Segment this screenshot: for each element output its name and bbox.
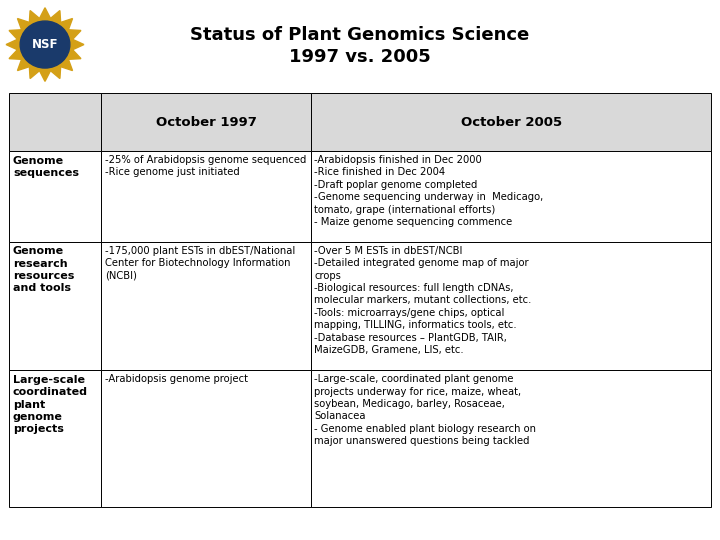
Polygon shape (60, 59, 73, 71)
Polygon shape (73, 39, 84, 50)
Polygon shape (50, 66, 60, 78)
Polygon shape (9, 50, 22, 59)
Text: -Large-scale, coordinated plant genome
projects underway for rice, maize, wheat,: -Large-scale, coordinated plant genome p… (315, 374, 536, 446)
Text: NSF: NSF (32, 38, 58, 51)
Polygon shape (6, 39, 17, 50)
Circle shape (17, 18, 73, 71)
Text: -25% of Arabidopsis genome sequenced
-Rice genome just initiated: -25% of Arabidopsis genome sequenced -Ri… (105, 155, 307, 177)
Text: Large-scale
coordinated
plant
genome
projects: Large-scale coordinated plant genome pro… (13, 375, 88, 434)
Text: -175,000 plant ESTs in dbEST/National
Center for Biotechnology Information
(NCBI: -175,000 plant ESTs in dbEST/National Ce… (105, 246, 295, 280)
Bar (102, 151, 311, 242)
Text: -Over 5 M ESTs in dbEST/NCBI
-Detailed integrated genome map of major
crops
-Bio: -Over 5 M ESTs in dbEST/NCBI -Detailed i… (315, 246, 532, 355)
Polygon shape (68, 50, 81, 59)
Polygon shape (9, 30, 22, 39)
Bar (102, 242, 311, 370)
Bar (9, 242, 102, 370)
Polygon shape (60, 18, 73, 30)
Text: 1997 vs. 2005: 1997 vs. 2005 (289, 48, 431, 66)
Text: -Arabidopsis finished in Dec 2000
-Rice finished in Dec 2004
-Draft poplar genom: -Arabidopsis finished in Dec 2000 -Rice … (315, 155, 544, 227)
Text: -Arabidopsis genome project: -Arabidopsis genome project (105, 374, 248, 384)
Polygon shape (17, 59, 30, 71)
Text: October 1997: October 1997 (156, 116, 256, 129)
Polygon shape (40, 8, 50, 18)
Polygon shape (40, 71, 50, 82)
Bar (9, 370, 102, 507)
Text: Genome
sequences: Genome sequences (13, 156, 79, 178)
Polygon shape (17, 18, 30, 30)
Bar (311, 151, 711, 242)
Text: October 2005: October 2005 (461, 116, 562, 129)
Polygon shape (30, 11, 40, 23)
Polygon shape (68, 30, 81, 39)
Bar (9, 151, 102, 242)
Circle shape (20, 21, 70, 68)
Polygon shape (50, 11, 60, 23)
Bar (102, 370, 311, 507)
Text: Genome
research
resources
and tools: Genome research resources and tools (13, 246, 74, 293)
Polygon shape (30, 66, 40, 78)
Bar (9, 93, 102, 151)
Bar (311, 93, 711, 151)
Bar (102, 93, 311, 151)
Bar (311, 370, 711, 507)
Text: Status of Plant Genomics Science: Status of Plant Genomics Science (190, 26, 530, 44)
Bar (311, 242, 711, 370)
